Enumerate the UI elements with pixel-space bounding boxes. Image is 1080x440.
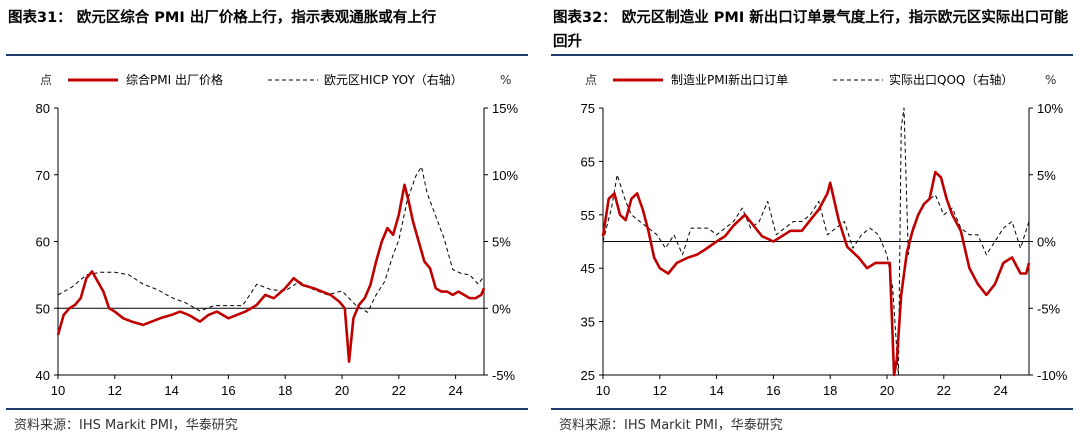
- x-tick-label: 20: [880, 383, 894, 398]
- left-axis-unit: 点: [40, 73, 52, 87]
- x-tick-label: 10: [596, 383, 610, 398]
- chart-title: 图表32： 欧元区制造业 PMI 新出口订单景气度上行，指示欧元区实际出口可能回…: [553, 10, 1069, 50]
- x-tick-label: 16: [766, 383, 780, 398]
- series-line-primary: [601, 170, 1031, 377]
- x-tick-label: 24: [448, 383, 462, 398]
- left-tick-label: 60: [36, 235, 50, 250]
- right-axis-unit: %: [500, 73, 511, 87]
- source-rule: [6, 408, 528, 410]
- left-tick-label: 75: [581, 101, 595, 116]
- right-tick-label: 5%: [492, 235, 511, 250]
- right-tick-label: 10%: [492, 168, 518, 183]
- right-tick-label: -5%: [492, 368, 516, 383]
- chart-panel-31: 图表31： 欧元区综合 PMI 出厂价格上行，指示表观通胀或有上行 40 50 60…: [0, 0, 535, 440]
- chart-title: 图表31： 欧元区综合 PMI 出厂价格上行，指示表观通胀或有上行: [8, 10, 437, 26]
- source-note: 资料来源：IHS Markit PMI，华泰研究: [559, 418, 783, 433]
- x-tick-label: 12: [653, 383, 667, 398]
- right-tick-label: -5%: [1037, 301, 1061, 316]
- left-tick-label: 70: [36, 168, 50, 183]
- x-tick-label: 10: [51, 383, 65, 398]
- chart-panel-32: 图表32： 欧元区制造业 PMI 新出口订单景气度上行，指示欧元区实际出口可能回…: [545, 0, 1080, 440]
- right-tick-label: 10%: [1037, 101, 1063, 116]
- x-tick-label: 20: [335, 383, 349, 398]
- title-rule: [551, 54, 1073, 56]
- right-tick-label: 15%: [492, 101, 518, 116]
- x-tick-label: 14: [164, 383, 178, 398]
- left-tick-label: 25: [581, 368, 595, 383]
- x-tick-label: 18: [278, 383, 292, 398]
- source-note: 资料来源：IHS Markit PMI，华泰研究: [14, 418, 238, 433]
- left-tick-label: 55: [581, 208, 595, 223]
- x-tick-label: 22: [937, 383, 951, 398]
- right-tick-label: 0%: [1037, 235, 1056, 250]
- right-tick-label: -10%: [1037, 368, 1068, 383]
- series-line-secondary: [57, 166, 485, 313]
- legend-label-primary: 制造业PMI新出口订单: [671, 72, 788, 87]
- legend-label-secondary: 实际出口QOQ（右轴）: [889, 72, 1013, 87]
- series-line-secondary: [602, 107, 1030, 376]
- x-tick-label: 16: [221, 383, 235, 398]
- left-tick-label: 80: [36, 101, 50, 116]
- x-tick-label: 18: [823, 383, 837, 398]
- left-tick-label: 45: [581, 261, 595, 276]
- left-tick-label: 50: [36, 301, 50, 316]
- right-tick-label: 0%: [492, 301, 511, 316]
- legend-label-primary: 综合PMI 出厂价格: [126, 72, 223, 87]
- left-axis-unit: 点: [585, 73, 597, 87]
- series-line-primary: [56, 183, 486, 363]
- title-rule: [6, 54, 528, 56]
- right-tick-label: 5%: [1037, 168, 1056, 183]
- x-tick-label: 24: [993, 383, 1007, 398]
- legend-label-secondary: 欧元区HICP YOY（右轴）: [324, 72, 463, 87]
- left-tick-label: 35: [581, 315, 595, 330]
- x-tick-label: 22: [392, 383, 406, 398]
- x-tick-label: 14: [709, 383, 723, 398]
- right-axis-unit: %: [1045, 73, 1056, 87]
- left-tick-label: 40: [36, 368, 50, 383]
- line-chart: 25 35 45 55 65 75 -10% -5% 0% 5% 10% 10 12 14 16 18 20 22…: [581, 72, 1068, 398]
- source-rule: [551, 408, 1073, 410]
- x-tick-label: 12: [108, 383, 122, 398]
- left-tick-label: 65: [581, 154, 595, 169]
